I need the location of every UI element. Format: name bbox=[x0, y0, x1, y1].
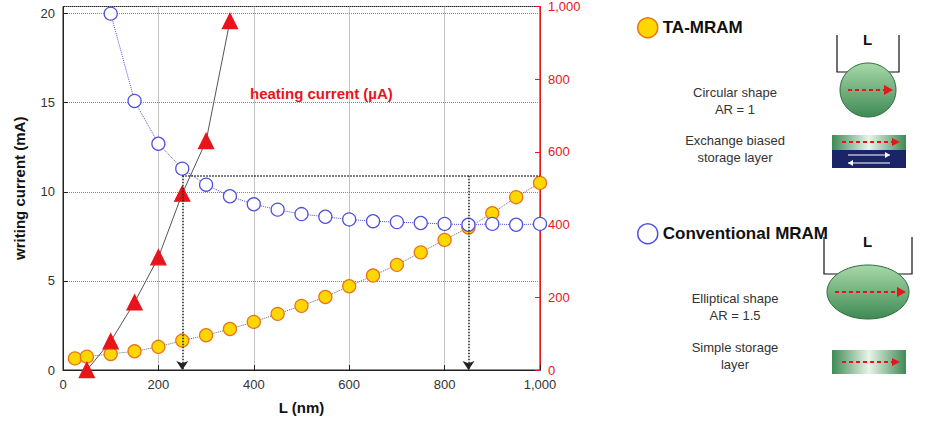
svg-text:800: 800 bbox=[548, 72, 570, 87]
svg-text:0: 0 bbox=[59, 377, 66, 392]
svg-text:20: 20 bbox=[41, 6, 55, 21]
svg-text:L (nm): L (nm) bbox=[279, 399, 325, 416]
svg-text:Conventional MRAM: Conventional MRAM bbox=[663, 224, 828, 243]
svg-text:200: 200 bbox=[148, 377, 170, 392]
svg-text:200: 200 bbox=[548, 290, 570, 305]
svg-text:15: 15 bbox=[41, 95, 55, 110]
svg-text:10: 10 bbox=[41, 184, 55, 199]
svg-text:1,000: 1,000 bbox=[524, 377, 557, 392]
svg-text:0: 0 bbox=[548, 363, 555, 378]
svg-text:AR = 1.5: AR = 1.5 bbox=[710, 308, 761, 323]
svg-text:Exchange biased: Exchange biased bbox=[685, 133, 785, 148]
svg-text:400: 400 bbox=[548, 217, 570, 232]
svg-text:writing current (mA): writing current (mA) bbox=[11, 117, 28, 261]
svg-text:L: L bbox=[863, 31, 872, 48]
svg-text:1,000: 1,000 bbox=[548, 0, 581, 14]
svg-text:TA-MRAM: TA-MRAM bbox=[663, 18, 743, 37]
svg-text:600: 600 bbox=[338, 377, 360, 392]
svg-text:L: L bbox=[863, 233, 872, 250]
svg-text:5: 5 bbox=[48, 273, 55, 288]
svg-text:Elliptical shape: Elliptical shape bbox=[692, 291, 779, 306]
svg-text:600: 600 bbox=[548, 144, 570, 159]
svg-text:Simple storage: Simple storage bbox=[692, 340, 779, 355]
svg-text:AR = 1: AR = 1 bbox=[715, 102, 755, 117]
svg-text:storage layer: storage layer bbox=[697, 150, 773, 165]
svg-text:layer: layer bbox=[721, 357, 750, 372]
svg-text:heating current (µA): heating current (µA) bbox=[250, 85, 393, 102]
svg-text:0: 0 bbox=[48, 363, 55, 378]
svg-text:Circular shape: Circular shape bbox=[693, 85, 777, 100]
svg-text:400: 400 bbox=[243, 377, 265, 392]
svg-text:800: 800 bbox=[434, 377, 456, 392]
